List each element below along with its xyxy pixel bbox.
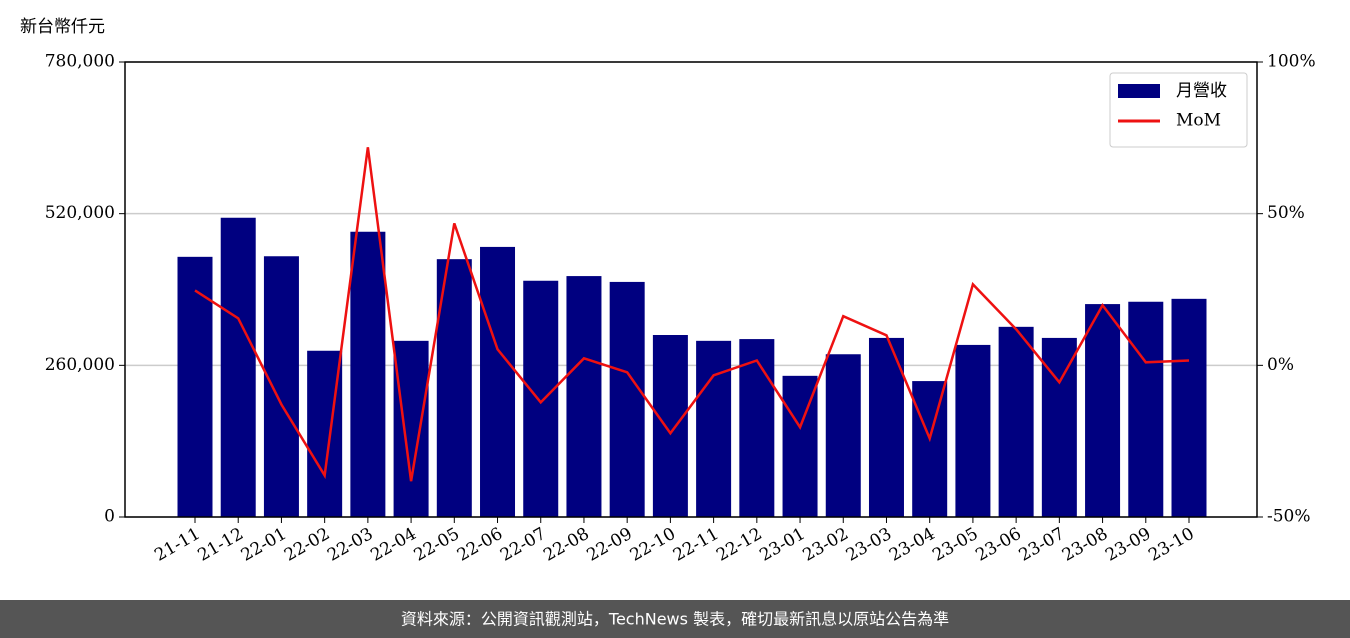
- x-tick-label: 23-06: [972, 524, 1024, 566]
- x-tick-label: 22-06: [454, 524, 506, 566]
- x-tick-label: 22-01: [238, 524, 290, 566]
- bar: [825, 354, 861, 517]
- x-tick-label: 22-12: [713, 524, 765, 566]
- legend-label: MoM: [1176, 111, 1221, 131]
- y2-tick-label: -50%: [1267, 507, 1311, 527]
- bar: [436, 259, 472, 517]
- bar: [393, 340, 429, 517]
- y-tick-label: 260,000: [45, 355, 115, 375]
- legend-swatch: [1118, 84, 1160, 98]
- x-tick-label: 22-02: [281, 524, 333, 566]
- legend-label: 月營收: [1176, 81, 1227, 101]
- x-tick-label: 22-08: [540, 524, 592, 566]
- bar: [1041, 337, 1077, 517]
- bar: [263, 256, 299, 517]
- x-tick-label: 23-07: [1016, 524, 1068, 566]
- y2-tick-label: 50%: [1267, 203, 1305, 223]
- x-tick-label: 23-08: [1059, 524, 1111, 566]
- x-tick-label: 23-10: [1145, 524, 1197, 566]
- x-tick-label: 21-12: [195, 524, 247, 566]
- y-tick-label: 0: [104, 507, 115, 527]
- x-tick-label: 22-04: [367, 524, 419, 566]
- x-tick-label: 22-09: [583, 524, 635, 566]
- footer-text: 資料來源：公開資訊觀測站，TechNews 製表，確切最新訊息以原站公告為準: [401, 610, 949, 629]
- x-tick-label: 22-05: [411, 524, 463, 566]
- y-tick-label: 520,000: [45, 203, 115, 223]
- bar: [868, 337, 904, 517]
- bar: [177, 256, 213, 517]
- bar: [609, 281, 645, 517]
- bar: [350, 231, 386, 517]
- y2-tick-label: 0%: [1267, 355, 1294, 375]
- x-tick-label: 22-10: [627, 524, 679, 566]
- bar: [1171, 298, 1207, 517]
- bar: [912, 381, 948, 517]
- x-tick-label: 23-05: [929, 524, 981, 566]
- bar: [739, 339, 775, 517]
- x-tick-label: 23-04: [886, 524, 938, 566]
- bar: [696, 340, 732, 517]
- x-tick-label: 22-11: [670, 524, 722, 566]
- x-tick-label: 22-03: [324, 524, 376, 566]
- bar: [955, 344, 991, 517]
- x-tick-label: 23-01: [756, 524, 808, 566]
- y-axis-unit: 新台幣仟元: [20, 17, 105, 37]
- x-tick-label: 21-11: [151, 524, 203, 566]
- bar: [652, 335, 688, 517]
- x-tick-label: 23-02: [800, 524, 852, 566]
- bar: [998, 326, 1034, 517]
- x-tick-label: 23-09: [1102, 524, 1154, 566]
- bar: [566, 276, 602, 517]
- plot-frame: [124, 61, 1258, 518]
- x-tick-label: 22-07: [497, 524, 549, 566]
- bar: [1128, 301, 1164, 517]
- x-tick-label: 23-03: [843, 524, 895, 566]
- bar: [523, 280, 559, 517]
- bar: [220, 217, 256, 517]
- y-tick-label: 780,000: [45, 52, 115, 72]
- bar: [1085, 304, 1121, 517]
- footer-bar: [0, 600, 1350, 638]
- y2-tick-label: 100%: [1267, 52, 1316, 72]
- line: [194, 147, 1190, 482]
- bar: [480, 246, 516, 517]
